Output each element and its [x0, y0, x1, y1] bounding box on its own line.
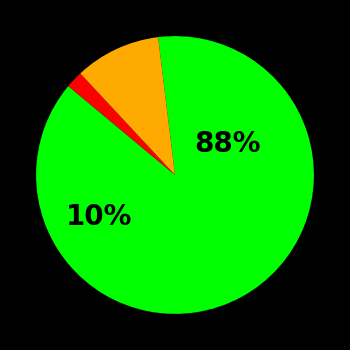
Text: 88%: 88% — [195, 131, 261, 159]
Wedge shape — [36, 36, 314, 314]
Wedge shape — [68, 74, 175, 175]
Text: 10%: 10% — [65, 203, 132, 231]
Wedge shape — [80, 37, 175, 175]
